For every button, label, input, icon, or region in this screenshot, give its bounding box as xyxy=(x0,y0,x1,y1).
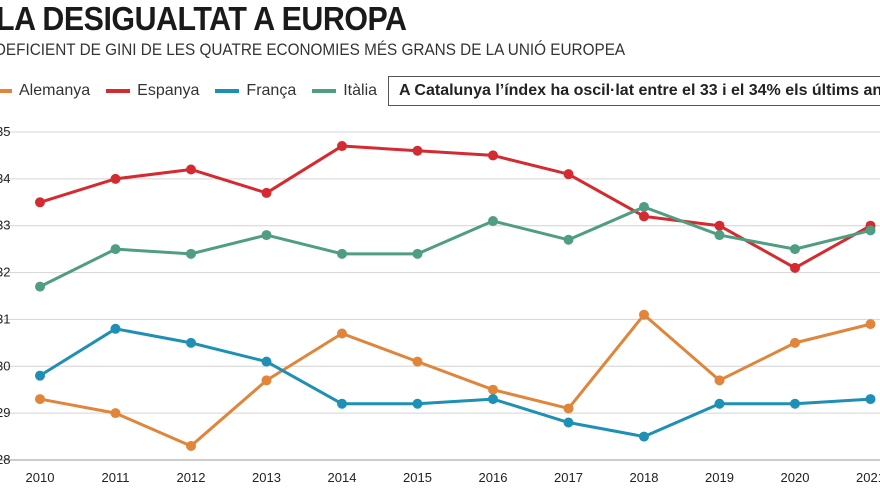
legend-label: Alemanya xyxy=(19,82,91,99)
legend-swatch xyxy=(312,89,337,93)
data-point xyxy=(714,398,725,409)
data-point xyxy=(261,187,272,198)
data-point xyxy=(337,328,347,339)
y-tick-label: 33 xyxy=(0,218,10,233)
y-tick-label: 29 xyxy=(0,405,10,420)
legend-item: Itàlia xyxy=(312,82,377,100)
legend: Alemanya Espanya França Itàlia xyxy=(0,82,377,100)
data-point xyxy=(790,262,800,273)
data-point xyxy=(110,323,121,334)
x-tick-label: 2010 xyxy=(26,470,55,485)
y-tick-label: 34 xyxy=(0,171,10,186)
data-point xyxy=(639,211,649,222)
legend-swatch xyxy=(106,89,131,93)
y-tick-label: 31 xyxy=(0,311,10,326)
y-tick-label: 30 xyxy=(0,358,10,373)
x-tick-label: 2014 xyxy=(328,470,357,485)
data-point xyxy=(488,394,498,405)
data-point xyxy=(488,150,498,161)
x-tick-label: 2021 xyxy=(856,470,880,485)
data-point xyxy=(412,145,423,156)
data-point xyxy=(639,309,649,320)
series-line-alemanya xyxy=(39,313,871,448)
x-tick-label: 2018 xyxy=(630,470,659,485)
data-point xyxy=(865,394,876,405)
x-tick-label: 2011 xyxy=(102,470,130,485)
data-point xyxy=(412,398,423,409)
data-point xyxy=(412,248,423,259)
data-point xyxy=(563,403,574,414)
data-point xyxy=(412,356,423,367)
data-point xyxy=(488,216,498,227)
data-point xyxy=(110,408,121,419)
series-line-frança xyxy=(39,327,871,439)
legend-item: França xyxy=(215,82,296,100)
data-point xyxy=(261,375,272,386)
annotation-box: A Catalunya l’índex ha oscil·lat entre e… xyxy=(388,76,880,106)
data-point xyxy=(714,375,725,386)
data-point xyxy=(790,244,800,255)
legend-swatch xyxy=(0,89,12,93)
data-point xyxy=(639,201,649,212)
legend-label: França xyxy=(246,82,297,99)
data-point xyxy=(337,398,347,409)
data-point xyxy=(865,225,876,236)
data-point xyxy=(186,440,196,451)
chart-subtitle: OEFICIENT DE GINI DE LES QUATRE ECONOMIE… xyxy=(0,40,626,59)
x-tick-label: 2020 xyxy=(781,470,810,485)
data-point xyxy=(790,337,800,348)
data-point xyxy=(337,141,347,152)
data-point xyxy=(261,230,272,241)
data-point xyxy=(790,398,800,409)
data-point xyxy=(35,370,45,381)
data-point xyxy=(337,248,347,259)
data-point xyxy=(865,319,876,330)
x-tick-label: 2013 xyxy=(252,470,281,485)
y-tick-label: 35 xyxy=(0,124,10,139)
series-line-itàlia xyxy=(39,205,871,288)
data-point xyxy=(563,234,574,245)
series-line-espanya xyxy=(39,144,872,270)
legend-label: Itàlia xyxy=(343,82,378,99)
data-point xyxy=(35,394,45,405)
x-tick-label: 2019 xyxy=(705,470,734,485)
y-tick-label: 28 xyxy=(0,452,10,467)
legend-item: Espanya xyxy=(106,82,199,100)
data-point xyxy=(563,417,574,428)
chart-title: LA DESIGUALTAT A EUROPA xyxy=(0,0,407,37)
data-point xyxy=(186,337,196,348)
data-point xyxy=(35,281,45,292)
x-tick-label: 2017 xyxy=(554,470,583,485)
data-point xyxy=(488,384,498,395)
data-point xyxy=(186,248,196,259)
legend-item: Alemanya xyxy=(0,82,90,100)
legend-swatch xyxy=(215,89,240,93)
legend-label: Espanya xyxy=(137,82,200,99)
data-point xyxy=(714,220,725,231)
data-point xyxy=(261,356,272,367)
y-tick-label: 32 xyxy=(0,265,10,280)
x-tick-label: 2016 xyxy=(479,470,508,485)
data-point xyxy=(563,169,574,180)
x-tick-label: 2012 xyxy=(177,470,206,485)
data-point xyxy=(639,431,649,442)
data-point xyxy=(186,164,196,175)
data-point xyxy=(110,244,121,255)
x-tick-label: 2015 xyxy=(403,470,432,485)
data-point xyxy=(35,197,45,208)
data-point xyxy=(714,230,725,241)
data-point xyxy=(110,173,121,184)
